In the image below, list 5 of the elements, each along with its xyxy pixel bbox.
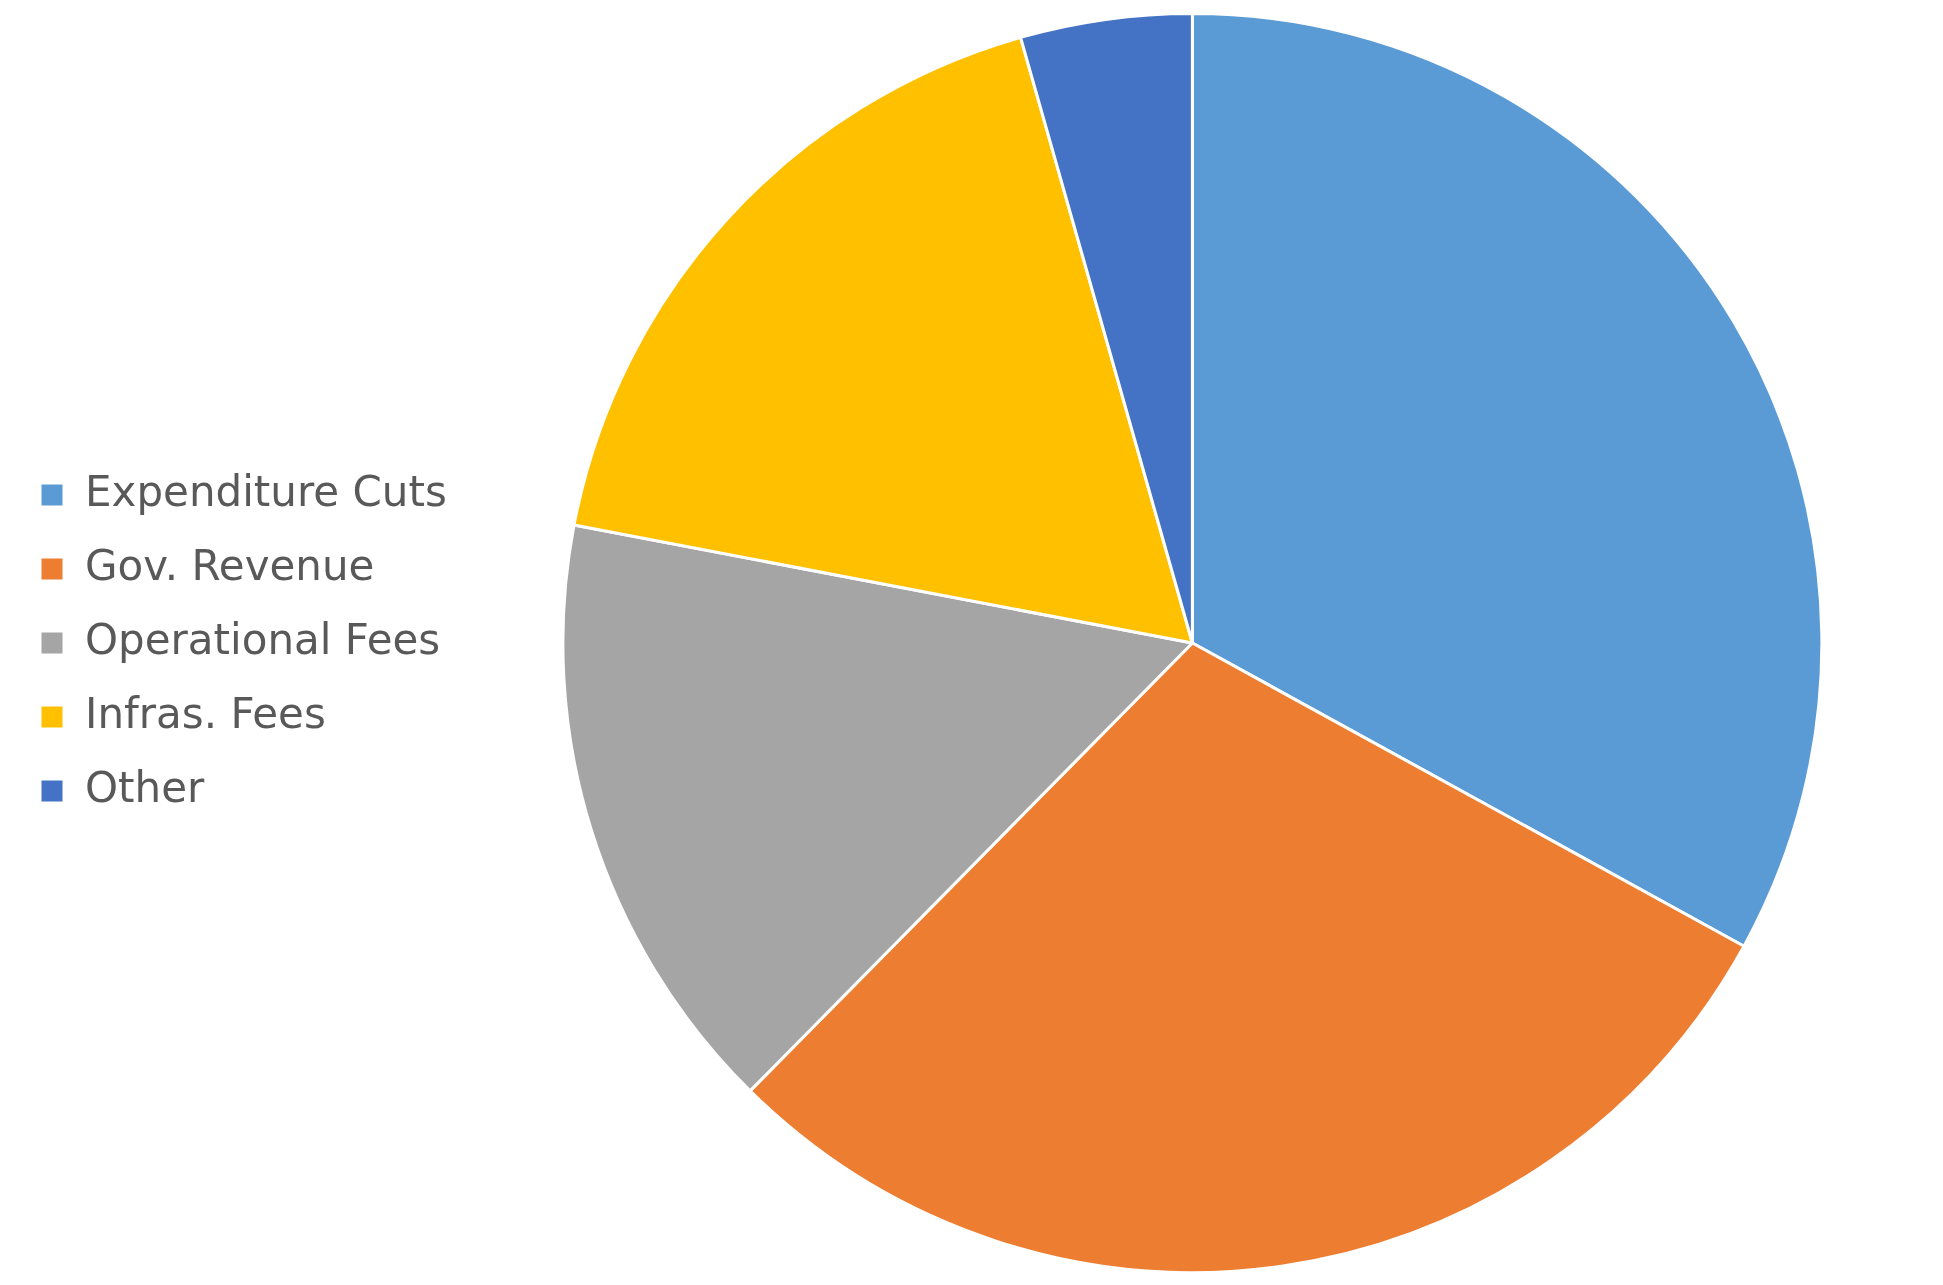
legend-label: Other bbox=[85, 762, 205, 812]
legend-label: Gov. Revenue bbox=[85, 540, 375, 590]
legend-label: Operational Fees bbox=[85, 614, 441, 664]
legend-label: Infras. Fees bbox=[85, 688, 326, 738]
legend-label: Expenditure Cuts bbox=[85, 466, 447, 516]
